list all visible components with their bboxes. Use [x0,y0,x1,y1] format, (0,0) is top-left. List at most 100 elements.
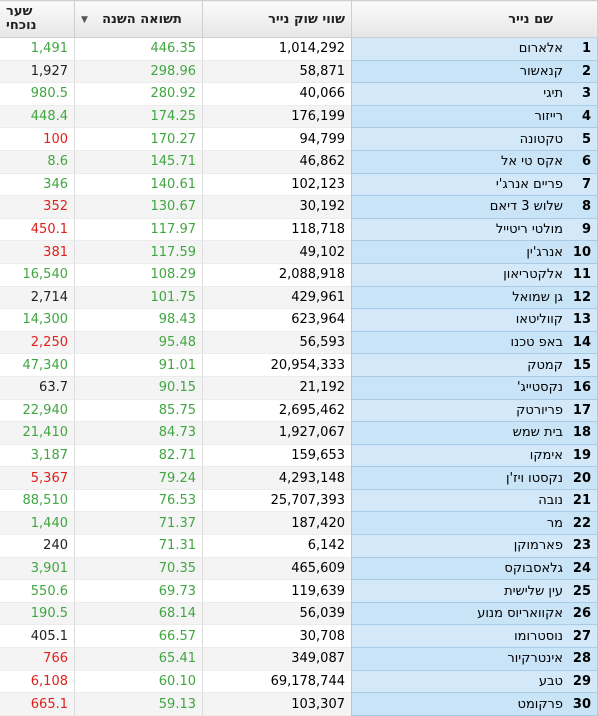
row[interactable]: 28 אינטרקיור 349,087 65.41 766 [0,647,598,671]
rank: 13 [572,312,591,328]
row[interactable]: 27 נוסטרומו 30,708 66.57 405.1 [0,624,598,649]
stock-name: פריורטק [516,402,563,418]
market-cap-cell: 49,102 [202,240,352,264]
market-cap: 20,954,333 [270,357,345,373]
row[interactable]: 15 קמטק 20,954,333 91.01 47,340 [0,353,598,377]
rank: 17 [572,402,591,418]
name-cell: 20 נקסטו ויז'ן [351,466,598,490]
price: 980.5 [30,86,68,102]
header-row: שם נייר שווי שוק נייר תשואה השנה ▼ שער נוכ… [0,0,598,38]
row[interactable]: 22 מר 187,420 71.37 1,440 [0,511,598,536]
return-cell: 117.97 [74,218,203,242]
market-cap-cell: 623,964 [202,308,352,332]
return: 84.73 [158,425,196,441]
row[interactable]: 9 מולטי ריטייל 118,718 117.97 450.1 [0,217,598,242]
return-cell: 76.53 [74,489,203,513]
row[interactable]: 1 אלארום 1,014,292 446.35 1,491 [0,37,598,61]
name-cell: 28 אינטרקיור [351,647,598,671]
row[interactable]: 30 פרקומט 103,307 59.13 665.1 [0,692,598,716]
name-cell: 29 טבע [351,669,598,694]
header-return: תשואה השנה [102,11,182,27]
row[interactable]: 11 אלקטריאון 2,088,918 108.29 16,540 [0,262,598,287]
rank: 14 [572,335,591,351]
header-name[interactable]: שם נייר [351,0,598,38]
row[interactable]: 3 תיגי 40,066 280.92 980.5 [0,82,598,106]
return-cell: 65.41 [74,647,203,671]
market-cap-cell: 349,087 [202,647,352,671]
row[interactable]: 19 אימקו 159,653 82.71 3,187 [0,443,598,468]
price: 63.7 [39,380,68,396]
market-cap: 465,609 [291,560,345,576]
header-return-cell[interactable]: תשואה השנה ▼ [74,0,203,38]
header-price-cell[interactable]: שער נוכחי [0,0,75,38]
row[interactable]: 4 רייזור 176,199 174.25 448.4 [0,104,598,129]
market-cap: 25,707,393 [270,493,345,509]
price: 3,187 [30,447,68,463]
stock-name: תיגי [543,86,563,102]
market-cap-cell: 159,653 [202,444,352,468]
row[interactable]: 8 שלוש 3 דיאם 30,192 130.67 352 [0,195,598,219]
market-cap-cell: 2,088,918 [202,263,352,287]
market-cap-cell: 20,954,333 [202,353,352,377]
row[interactable]: 29 טבע 69,178,744 60.10 6,108 [0,669,598,694]
name-cell: 14 באפ טכנו [351,330,598,355]
rank: 30 [572,696,591,712]
row[interactable]: 24 גלאסבוקס 465,609 70.35 3,901 [0,556,598,581]
row[interactable]: 2 קנאשור 58,871 298.96 1,927 [0,59,598,84]
row[interactable]: 21 נובה 25,707,393 76.53 88,510 [0,488,598,513]
price: 405.1 [30,628,68,644]
return: 140.61 [150,176,197,192]
price: 5,367 [30,470,68,486]
row[interactable]: 13 קווליטאו 623,964 98.43 14,300 [0,308,598,332]
rank: 5 [581,131,591,147]
stock-name: נובה [538,493,563,509]
name-cell: 21 נובה [351,488,598,513]
market-cap-cell: 21,192 [202,376,352,400]
row[interactable]: 14 באפ טכנו 56,593 95.48 2,250 [0,330,598,355]
row[interactable]: 5 טקטונה 94,799 170.27 100 [0,127,598,151]
price-cell: 381 [0,240,75,264]
row[interactable]: 20 נקסטו ויז'ן 4,293,148 79.24 5,367 [0,466,598,490]
name-cell: 17 פריורטק [351,398,598,423]
rank: 28 [572,651,591,667]
row[interactable]: 7 פריים אנרג'י 102,123 140.61 346 [0,172,598,197]
row[interactable]: 6 אקס טי אל 46,862 145.71 8.6 [0,149,598,174]
price: 3,901 [30,560,68,576]
market-cap: 2,695,462 [278,402,345,418]
return-cell: 84.73 [74,421,203,445]
return-cell: 71.31 [74,534,203,558]
row[interactable]: 26 אקוואריוס מנוע 56,039 68.14 190.5 [0,601,598,626]
return-cell: 298.96 [74,60,203,84]
row[interactable]: 10 אנרג'ין 49,102 117.59 381 [0,240,598,264]
rank: 3 [581,86,591,102]
market-cap-cell: 118,718 [202,218,352,242]
return: 174.25 [150,109,197,125]
market-cap: 56,039 [299,606,346,622]
stock-name: נוסטרומו [514,628,563,644]
name-cell: 24 גלאסבוקס [351,556,598,581]
return: 95.48 [158,335,196,351]
price-cell: 240 [0,534,75,558]
row[interactable]: 12 גן שמואל 429,961 101.75 2,714 [0,285,598,310]
row[interactable]: 23 פארמוקן 6,142 71.31 240 [0,534,598,558]
rank: 6 [581,154,591,170]
header-market-cap[interactable]: שווי שוק נייר [202,0,352,38]
row[interactable]: 16 נקסטייג' 21,192 90.15 63.7 [0,375,598,400]
sort-arrow: ▼ [81,14,88,25]
name-cell: 22 מר [351,511,598,536]
name-cell: 26 אקוואריוס מנוע [351,601,598,626]
market-cap-cell: 2,695,462 [202,399,352,423]
market-cap-cell: 56,593 [202,331,352,355]
row[interactable]: 25 עין שלישית 119,639 69.73 550.6 [0,579,598,603]
price-cell: 16,540 [0,263,75,287]
price-cell: 3,901 [0,557,75,581]
row[interactable]: 17 פריורטק 2,695,462 85.75 22,940 [0,398,598,423]
price-cell: 47,340 [0,353,75,377]
market-cap-cell: 6,142 [202,534,352,558]
return-cell: 101.75 [74,286,203,310]
name-cell: 3 תיגי [351,82,598,106]
row[interactable]: 18 בית שמש 1,927,067 84.73 21,410 [0,421,598,445]
price: 448.4 [30,109,68,125]
stock-name: מולטי ריטייל [495,222,563,238]
